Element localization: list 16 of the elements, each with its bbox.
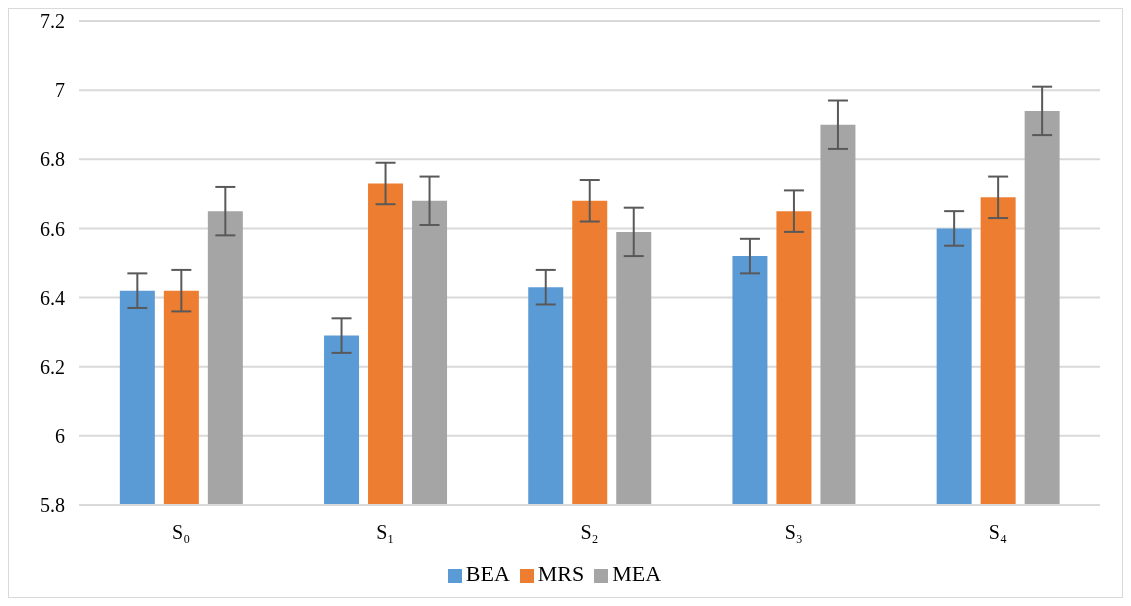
y-tick-label: 6.4 (40, 286, 65, 309)
legend-label: MRS (537, 561, 585, 586)
y-tick-label: 6.8 (40, 148, 65, 171)
x-tick-label: S₀ (172, 521, 191, 544)
x-tick-label: S₄ (988, 521, 1007, 544)
y-tick-label: 5.8 (40, 494, 65, 517)
legend-label: MEA (612, 561, 662, 586)
y-tick-label: 7 (55, 79, 65, 102)
legend-label: BEA (465, 561, 510, 586)
y-tick-label: 6 (55, 424, 65, 447)
y-tick-label: 6.6 (40, 217, 65, 240)
y-tick-label: 6.2 (40, 355, 65, 378)
x-tick-label: S₂ (580, 521, 599, 544)
y-tick-label: 7.2 (40, 10, 65, 33)
x-tick-label: S₁ (376, 521, 395, 544)
x-tick-label: S₃ (784, 521, 803, 544)
